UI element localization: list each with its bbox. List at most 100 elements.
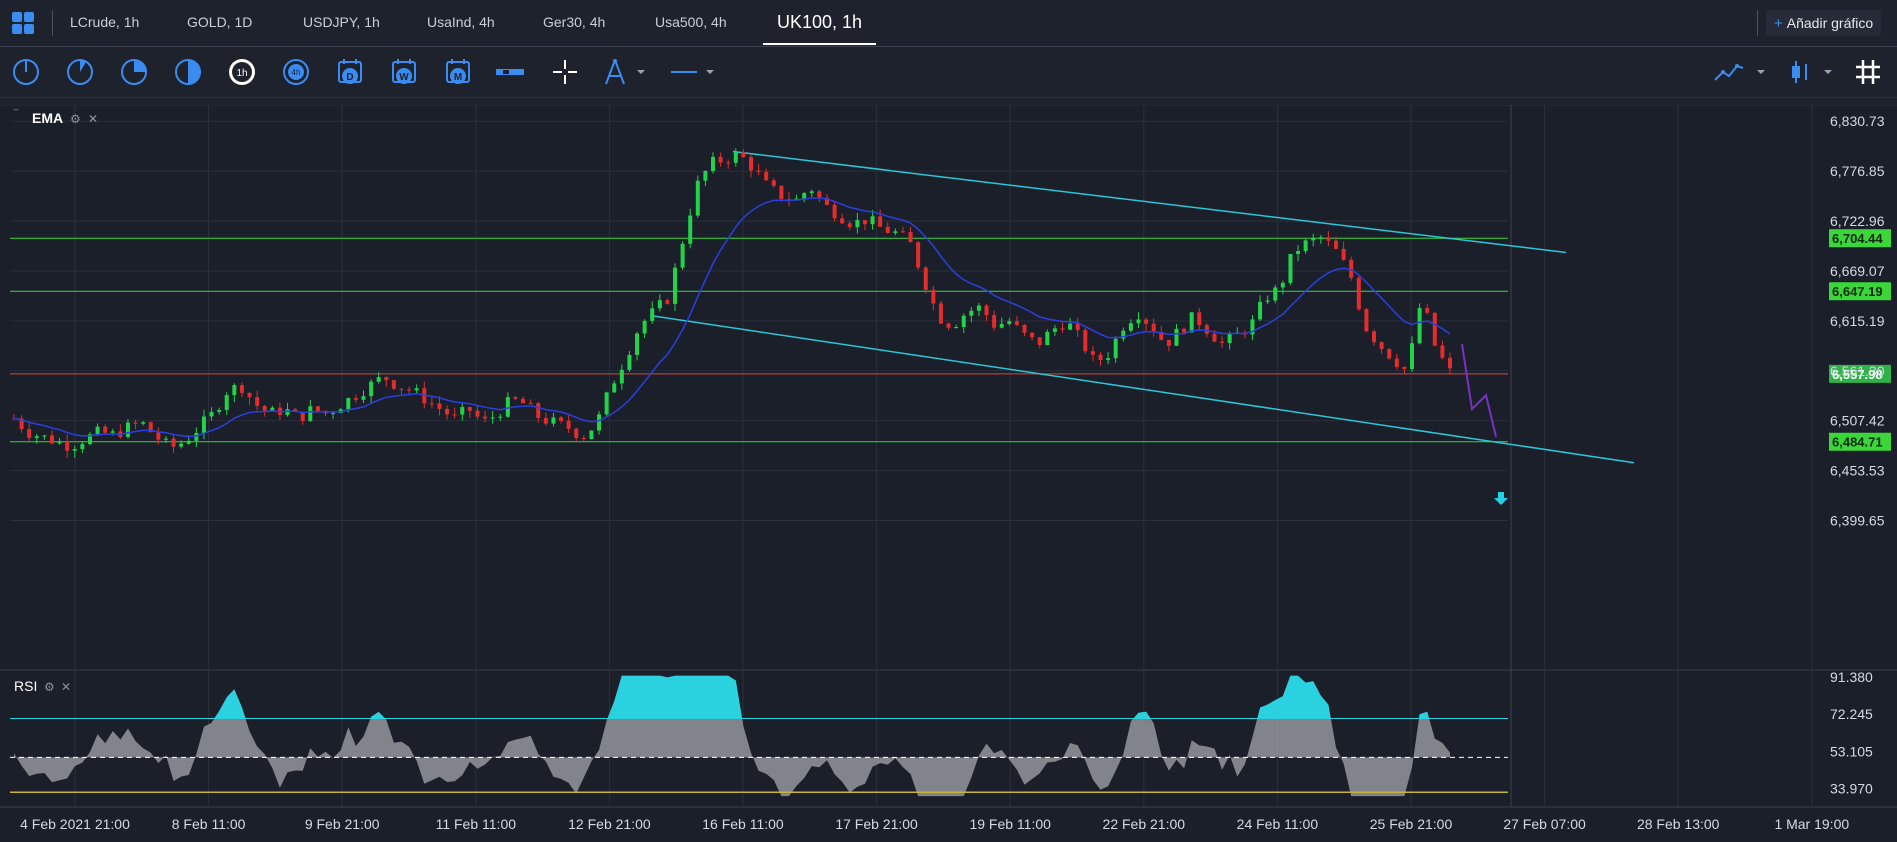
candle xyxy=(1258,301,1263,320)
candle xyxy=(1098,354,1103,360)
settings-icon[interactable]: ⚙ xyxy=(44,680,55,694)
candle xyxy=(42,435,47,437)
candle xyxy=(581,438,586,440)
candle xyxy=(711,156,716,172)
candle xyxy=(612,383,617,393)
candle xyxy=(1204,325,1209,334)
level-price-tag xyxy=(1829,282,1891,301)
candle xyxy=(543,417,548,424)
candle xyxy=(186,440,191,444)
candle xyxy=(1273,287,1278,301)
candle xyxy=(1136,319,1141,324)
tab-usdjpy[interactable]: USDJPY, 1h xyxy=(303,14,380,30)
time-axis-label: 1 Mar 19:00 xyxy=(1774,816,1849,832)
candle xyxy=(589,430,594,439)
close-icon[interactable]: ✕ xyxy=(88,112,99,126)
price-axis-label: 6,399.65 xyxy=(1830,513,1885,529)
candle xyxy=(1030,332,1035,338)
price-chart[interactable]: 6,704.44 6,647.19 6,557.98 6,484.71 4 Feb 2… xyxy=(0,105,1897,842)
candle xyxy=(1296,251,1301,254)
candle xyxy=(1106,358,1111,360)
chart-area[interactable]: 6,704.44 6,647.19 6,557.98 6,484.71 4 Feb 2… xyxy=(0,105,1897,842)
candle xyxy=(635,333,640,355)
5m-clock-icon[interactable] xyxy=(64,56,96,88)
candle xyxy=(179,443,184,447)
tab-ger30[interactable]: Ger30, 4h xyxy=(543,14,606,30)
candle xyxy=(1212,333,1217,342)
add-chart-button[interactable]: + Añadir gráfico xyxy=(1766,10,1882,36)
candle xyxy=(1121,330,1126,339)
candle xyxy=(300,411,305,421)
settings-icon[interactable]: ⚙ xyxy=(70,112,81,126)
drawing-compass-icon[interactable] xyxy=(599,56,631,88)
candle xyxy=(148,422,153,433)
divider xyxy=(1757,10,1758,36)
4h-label: 4h xyxy=(292,68,301,77)
30m-clock-icon[interactable] xyxy=(172,56,204,88)
chevron-down-icon[interactable] xyxy=(703,56,717,88)
tab-uk100[interactable]: UK100, 1h xyxy=(763,0,877,45)
time-axis-label: 8 Feb 11:00 xyxy=(172,816,246,832)
candle xyxy=(475,410,480,417)
candle xyxy=(34,436,39,438)
1h-clock-icon[interactable]: 1h xyxy=(226,56,258,88)
candle xyxy=(733,152,738,163)
candle xyxy=(1326,237,1331,241)
candle xyxy=(847,223,852,228)
candle xyxy=(756,170,761,172)
candle xyxy=(460,407,465,415)
candle xyxy=(521,398,526,404)
projection-path xyxy=(1461,344,1497,438)
candle xyxy=(57,441,62,444)
plus-icon: + xyxy=(1774,15,1783,32)
channel-lower-line xyxy=(649,314,1635,464)
price-axis-label: 6,776.85 xyxy=(1830,163,1885,179)
candle xyxy=(536,403,541,418)
candle xyxy=(163,438,168,440)
candle xyxy=(490,417,495,419)
candle xyxy=(498,416,503,418)
candle xyxy=(1174,328,1179,346)
tab-gold[interactable]: GOLD, 1D xyxy=(187,14,253,30)
rsi-area xyxy=(14,675,1450,797)
candle xyxy=(1090,351,1095,355)
collapse-icon[interactable]: ‾ xyxy=(14,108,18,122)
bar-icon[interactable] xyxy=(494,56,526,88)
close-icon[interactable]: ✕ xyxy=(61,680,72,694)
candle-chart-type-icon[interactable] xyxy=(1784,56,1816,88)
crosshair-icon[interactable] xyxy=(549,56,581,88)
candle xyxy=(992,315,997,328)
tab-bar: LCrude, 1h GOLD, 1D USDJPY, 1h UsaInd, 4… xyxy=(0,0,1897,47)
line-chart-type-icon[interactable] xyxy=(1713,56,1745,88)
line-tool-icon[interactable] xyxy=(668,56,700,88)
candle xyxy=(840,218,845,224)
candle xyxy=(87,434,92,445)
tab-usa500[interactable]: Usa500, 4h xyxy=(655,14,727,30)
price-axis-label: 6,453.53 xyxy=(1830,463,1885,479)
chevron-down-icon[interactable] xyxy=(1754,56,1768,88)
candle xyxy=(824,197,829,205)
candle xyxy=(809,191,814,194)
monthly-calendar-icon[interactable]: M xyxy=(442,56,474,88)
1m-clock-icon[interactable] xyxy=(10,56,42,88)
candle xyxy=(1227,333,1232,343)
apps-grid-icon[interactable] xyxy=(12,12,34,34)
15m-clock-icon[interactable] xyxy=(118,56,150,88)
candle xyxy=(224,395,229,410)
tab-usaind[interactable]: UsaInd, 4h xyxy=(427,14,495,30)
candle xyxy=(407,389,412,391)
candle xyxy=(923,267,928,290)
candle xyxy=(505,397,510,417)
grid-toggle-icon[interactable] xyxy=(1852,56,1884,88)
chevron-down-icon[interactable] xyxy=(634,56,648,88)
candle xyxy=(1045,331,1050,346)
candle xyxy=(604,392,609,415)
candle xyxy=(1303,240,1308,252)
candle xyxy=(870,216,875,225)
4h-clock-icon[interactable]: 4h xyxy=(280,56,312,88)
tab-lcrude[interactable]: LCrude, 1h xyxy=(70,14,140,30)
daily-calendar-icon[interactable]: D xyxy=(334,56,366,88)
candle xyxy=(680,243,685,268)
weekly-calendar-icon[interactable]: W xyxy=(388,56,420,88)
chevron-down-icon[interactable] xyxy=(1821,56,1835,88)
